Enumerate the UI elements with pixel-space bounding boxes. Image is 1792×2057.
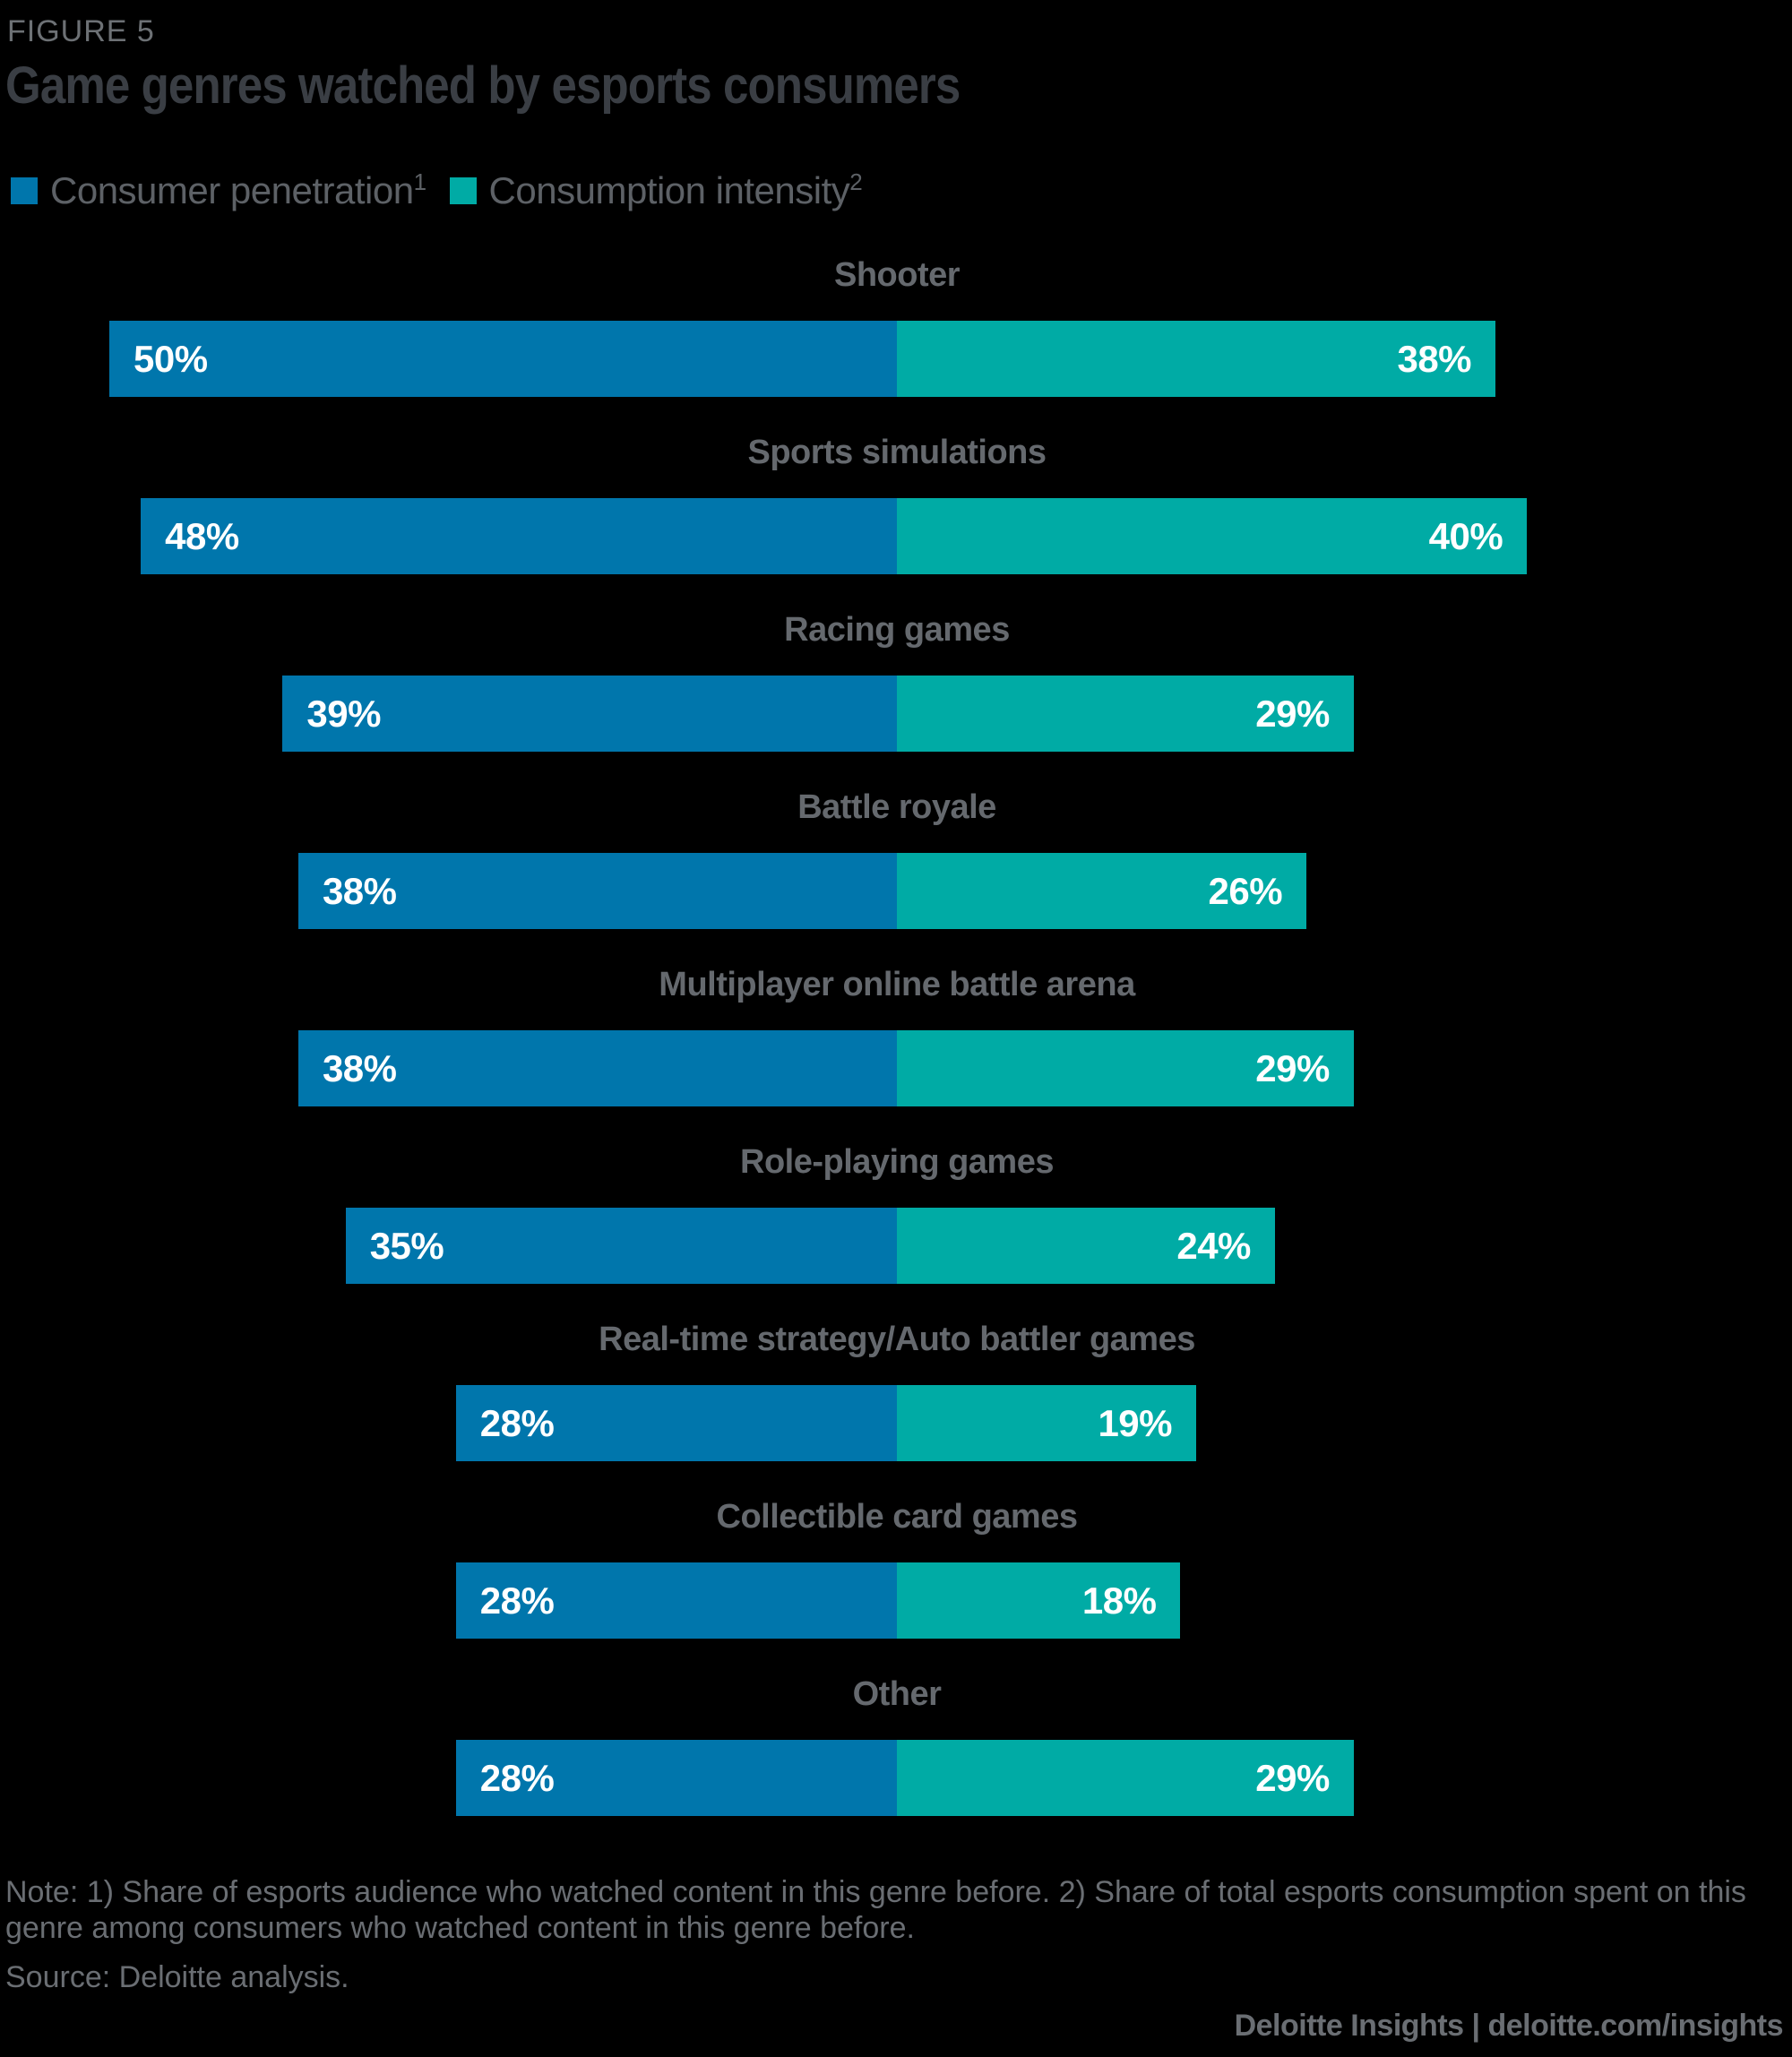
intensity-bar: 19% — [897, 1385, 1197, 1461]
legend-superscript: 2 — [849, 168, 863, 195]
genre-label: Real-time strategy/Auto battler games — [599, 1321, 1195, 1358]
chart-row: Real-time strategy/Auto battler games 28… — [0, 1318, 1792, 1495]
chart-row: Racing games 39% 29% — [0, 608, 1792, 786]
penetration-value-label: 28% — [479, 1401, 555, 1444]
intensity-bar: 40% — [897, 498, 1528, 574]
penetration-value-label: 39% — [306, 692, 381, 735]
intensity-value-label: 40% — [1428, 514, 1503, 557]
intensity-value-label: 19% — [1098, 1401, 1173, 1444]
intensity-value-label: 29% — [1255, 1046, 1330, 1089]
intensity-bar: 29% — [897, 1030, 1354, 1106]
chart-row: Multiplayer online battle arena 38% 29% — [0, 963, 1792, 1140]
intensity-bar: 29% — [897, 1740, 1354, 1816]
intensity-value-label: 38% — [1397, 337, 1472, 380]
figure-label: FIGURE 5 — [7, 14, 155, 48]
intensity-bar: 26% — [897, 853, 1307, 929]
penetration-value-label: 38% — [322, 869, 397, 912]
chart-row: Collectible card games 28% 18% — [0, 1495, 1792, 1673]
penetration-bar: 35% — [345, 1208, 897, 1284]
intensity-bar: 18% — [897, 1562, 1181, 1639]
penetration-bar: 39% — [282, 676, 897, 752]
penetration-bar: 28% — [455, 1385, 897, 1461]
intensity-value-label: 18% — [1081, 1579, 1157, 1622]
penetration-bar: 38% — [297, 1030, 897, 1106]
penetration-value-label: 28% — [479, 1756, 555, 1799]
penetration-value-label: 28% — [479, 1579, 555, 1622]
chart-title: Game genres watched by esports consumers — [5, 56, 961, 115]
chart-row: Other 28% 29% — [0, 1673, 1792, 1850]
chart-row: Battle royale 38% 26% — [0, 786, 1792, 963]
legend-label: Consumption intensity2 — [488, 168, 863, 211]
intensity-value-label: 24% — [1176, 1224, 1251, 1267]
penetration-swatch-icon — [11, 176, 38, 204]
genre-label: Racing games — [784, 611, 1010, 649]
chart-row: Role-playing games 35% 24% — [0, 1140, 1792, 1318]
penetration-bar: 28% — [455, 1562, 897, 1639]
genre-label: Multiplayer online battle arena — [659, 966, 1135, 1003]
penetration-bar: 38% — [297, 853, 897, 929]
legend-label: Consumer penetration1 — [50, 168, 426, 211]
chart-row: Sports simulations 48% 40% — [0, 431, 1792, 608]
legend-item-consumer-penetration: Consumer penetration1 — [11, 168, 426, 212]
genre-label: Sports simulations — [747, 434, 1047, 471]
branding: Deloitte Insights | deloitte.com/insight… — [1234, 2009, 1784, 2043]
footnote: Note: 1) Share of esports audience who w… — [5, 1875, 1746, 1945]
intensity-value-label: 26% — [1208, 869, 1283, 912]
genre-label: Other — [852, 1675, 942, 1713]
penetration-value-label: 38% — [322, 1046, 397, 1089]
legend-superscript: 1 — [413, 168, 426, 195]
intensity-bar: 29% — [897, 676, 1354, 752]
legend: Consumer penetration1 Consumption intens… — [11, 168, 885, 212]
penetration-value-label: 50% — [134, 337, 208, 380]
source-line: Source: Deloitte analysis. — [5, 1960, 349, 1994]
genre-label: Shooter — [833, 256, 961, 294]
intensity-value-label: 29% — [1255, 692, 1330, 735]
penetration-bar: 48% — [141, 498, 897, 574]
penetration-value-label: 48% — [165, 514, 239, 557]
intensity-bar: 38% — [897, 321, 1496, 397]
intensity-bar: 24% — [897, 1208, 1275, 1284]
genre-label: Role-playing games — [740, 1143, 1054, 1181]
intensity-value-label: 29% — [1255, 1756, 1330, 1799]
penetration-bar: 28% — [455, 1740, 897, 1816]
genre-label: Battle royale — [797, 788, 996, 826]
penetration-bar: 50% — [109, 321, 897, 397]
penetration-value-label: 35% — [369, 1224, 444, 1267]
chart-row: Shooter 50% 38% — [0, 254, 1792, 431]
intensity-swatch-icon — [449, 176, 477, 204]
genre-label: Collectible card games — [716, 1498, 1078, 1536]
legend-item-consumption-intensity: Consumption intensity2 — [449, 168, 863, 212]
